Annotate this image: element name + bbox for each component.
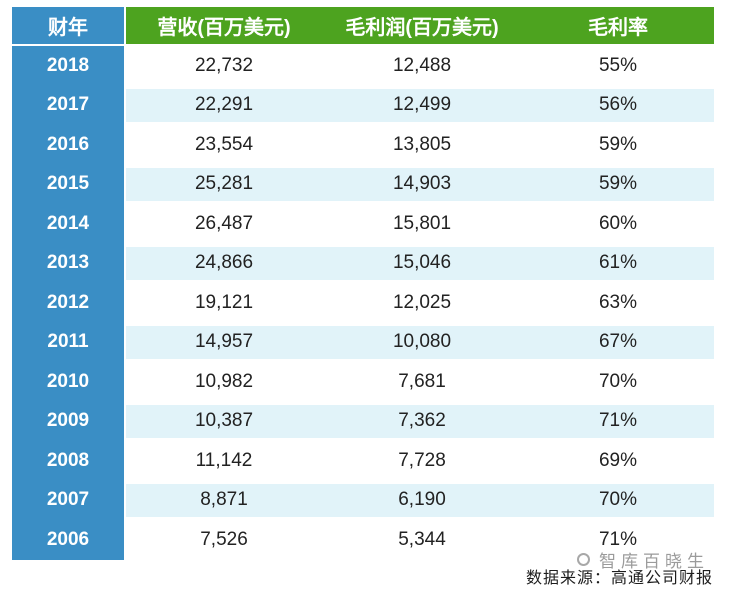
row-data: 22,732 12,488 55%	[126, 46, 714, 86]
row-data: 24,866 15,046 61%	[126, 243, 714, 283]
row-data: 22,291 12,499 56%	[126, 85, 714, 125]
cell-revenue: 11,142	[195, 449, 253, 471]
cell-gross-margin: 56%	[598, 94, 638, 116]
cell-gross-profit: 7,728	[398, 449, 446, 471]
table-row: 2017 22,291 12,499 56%	[12, 85, 714, 125]
cell-fiscal-year: 2017	[12, 85, 124, 125]
table-row: 2016 23,554 13,805 59%	[12, 125, 714, 165]
row-data: 14,957 10,080 67%	[126, 322, 714, 362]
cell-revenue: 25,281	[194, 173, 254, 195]
table-header-green: 营收(百万美元) 毛利润(百万美元) 毛利率	[126, 7, 714, 44]
watermark-text: 智库百晓生	[599, 552, 709, 571]
row-data: 11,142 7,728 69%	[126, 441, 714, 481]
cell-revenue: 23,554	[194, 133, 254, 155]
cell-gross-margin: 60%	[598, 212, 638, 234]
table-row: 2011 14,957 10,080 67%	[12, 322, 714, 362]
cell-fiscal-year: 2015	[12, 164, 124, 204]
row-data: 8,871 6,190 70%	[126, 480, 714, 520]
cell-fiscal-year: 2009	[12, 401, 124, 441]
header-revenue: 营收(百万美元)	[157, 17, 291, 39]
cell-gross-margin: 71%	[598, 528, 638, 550]
cell-fiscal-year: 2014	[12, 204, 124, 244]
row-data: 19,121 12,025 63%	[126, 283, 714, 323]
cell-gross-profit: 12,025	[392, 291, 452, 313]
cell-gross-margin: 67%	[598, 331, 638, 353]
cell-revenue: 22,732	[194, 54, 254, 76]
cell-fiscal-year: 2016	[12, 125, 124, 165]
cell-gross-profit: 6,190	[398, 489, 446, 511]
cell-gross-profit: 12,499	[392, 94, 452, 116]
table-row: 2008 11,142 7,728 69%	[12, 441, 714, 481]
cell-gross-margin: 55%	[598, 54, 638, 76]
cell-revenue: 7,526	[200, 528, 248, 550]
table-body: 2018 22,732 12,488 55% 2017 22,291 12,499 56% 20…	[12, 46, 714, 560]
row-data: 7,526 5,344 71%	[126, 520, 714, 560]
cell-gross-margin: 59%	[598, 173, 638, 195]
cell-revenue: 19,121	[194, 291, 254, 313]
cell-fiscal-year: 2010	[12, 362, 124, 402]
cell-fiscal-year: 2018	[12, 46, 124, 86]
table-row: 2010 10,982 7,681 70%	[12, 362, 714, 402]
cell-gross-margin: 59%	[598, 133, 638, 155]
cell-gross-profit: 15,801	[392, 212, 452, 234]
cell-fiscal-year: 2011	[12, 322, 124, 362]
table-header-row: 财年 营收(百万美元) 毛利润(百万美元) 毛利率	[12, 7, 714, 44]
table-row: 2012 19,121 12,025 63%	[12, 283, 714, 323]
cell-gross-profit: 14,903	[392, 173, 452, 195]
cell-revenue: 26,487	[194, 212, 254, 234]
watermark-logo-icon	[577, 553, 590, 566]
cell-fiscal-year: 2012	[12, 283, 124, 323]
cell-gross-profit: 12,488	[392, 54, 452, 76]
cell-gross-profit: 13,805	[392, 133, 452, 155]
row-data: 10,387 7,362 71%	[126, 401, 714, 441]
cell-fiscal-year: 2006	[12, 520, 124, 560]
cell-gross-profit: 7,362	[398, 410, 446, 432]
row-data: 23,554 13,805 59%	[126, 125, 714, 165]
table-row: 2018 22,732 12,488 55%	[12, 46, 714, 86]
cell-gross-margin: 70%	[598, 370, 638, 392]
table-row: 2006 7,526 5,344 71%	[12, 520, 714, 560]
cell-fiscal-year: 2007	[12, 480, 124, 520]
financial-table: 财年 营收(百万美元) 毛利润(百万美元) 毛利率 2018 22,732 12,4…	[12, 7, 714, 560]
watermark: 智库百晓生	[577, 547, 709, 572]
row-data: 10,982 7,681 70%	[126, 362, 714, 402]
cell-gross-profit: 5,344	[398, 528, 446, 550]
cell-revenue: 14,957	[194, 331, 254, 353]
cell-gross-margin: 61%	[598, 252, 638, 274]
table-row: 2009 10,387 7,362 71%	[12, 401, 714, 441]
header-gross-margin: 毛利率	[588, 17, 648, 39]
cell-revenue: 24,866	[194, 252, 254, 274]
cell-revenue: 10,982	[194, 370, 254, 392]
cell-gross-profit: 7,681	[398, 370, 446, 392]
cell-gross-margin: 69%	[598, 449, 638, 471]
cell-revenue: 8,871	[200, 489, 248, 511]
cell-revenue: 10,387	[194, 410, 254, 432]
cell-gross-margin: 63%	[598, 291, 638, 313]
cell-fiscal-year: 2008	[12, 441, 124, 481]
row-data: 25,281 14,903 59%	[126, 164, 714, 204]
row-data: 26,487 15,801 60%	[126, 204, 714, 244]
data-source-caption: 数据来源：高通公司财报	[525, 570, 713, 587]
cell-gross-profit: 15,046	[392, 252, 452, 274]
cell-gross-profit: 10,080	[392, 331, 452, 353]
cell-gross-margin: 71%	[598, 410, 638, 432]
header-fiscal-year: 财年	[12, 7, 124, 44]
cell-gross-margin: 70%	[598, 489, 638, 511]
header-gross-profit: 毛利润(百万美元)	[345, 17, 499, 39]
cell-revenue: 22,291	[194, 94, 254, 116]
cell-fiscal-year: 2013	[12, 243, 124, 283]
table-row: 2013 24,866 15,046 61%	[12, 243, 714, 283]
table-row: 2015 25,281 14,903 59%	[12, 164, 714, 204]
table-row: 2014 26,487 15,801 60%	[12, 204, 714, 244]
table-row: 2007 8,871 6,190 70%	[12, 480, 714, 520]
